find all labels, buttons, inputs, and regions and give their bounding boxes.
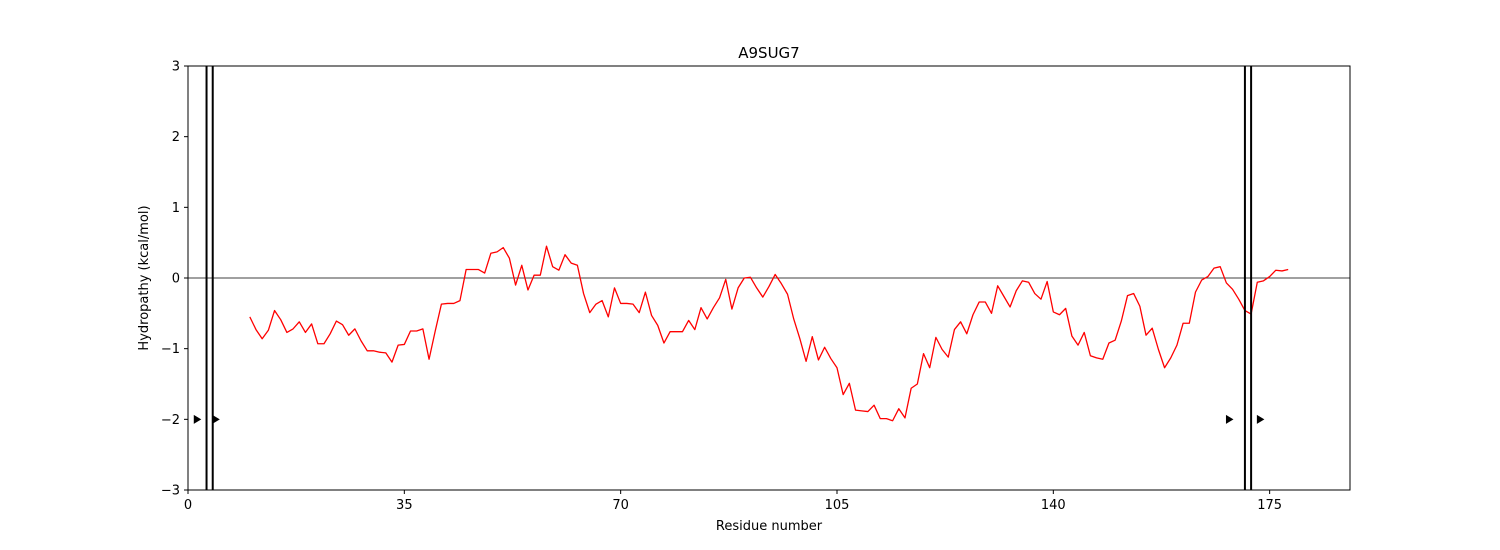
y-tick-label: −1 bbox=[161, 342, 180, 357]
plot-area: 0 35 70 105 140 175 −3 −2 −1 0 1 2 3 bbox=[161, 60, 1351, 513]
y-tick-label: 3 bbox=[172, 60, 180, 75]
x-tick-label: 35 bbox=[396, 498, 413, 513]
x-tick-label: 140 bbox=[1041, 498, 1066, 513]
y-tick-label: −3 bbox=[161, 484, 180, 499]
y-tick-label: 2 bbox=[172, 130, 180, 145]
y-tick-label: 1 bbox=[172, 201, 180, 216]
triangle-marker-3 bbox=[1225, 414, 1234, 424]
triangle-marker-1 bbox=[193, 414, 202, 424]
x-tick-label: 70 bbox=[612, 498, 629, 513]
y-tick-label: 0 bbox=[172, 272, 180, 287]
hydropathy-series-line bbox=[249, 245, 1289, 422]
triangle-marker-4 bbox=[1256, 414, 1265, 424]
chart-title: A9SUG7 bbox=[738, 44, 799, 62]
x-tick-label: 105 bbox=[825, 498, 850, 513]
y-axis-label: Hydropathy (kcal/mol) bbox=[137, 205, 152, 350]
x-tick-label: 0 bbox=[184, 498, 192, 513]
x-axis-label: Residue number bbox=[716, 519, 823, 534]
triangle-marker-2 bbox=[212, 414, 220, 424]
x-tick-label: 175 bbox=[1257, 498, 1282, 513]
y-tick-label: −2 bbox=[161, 413, 180, 428]
